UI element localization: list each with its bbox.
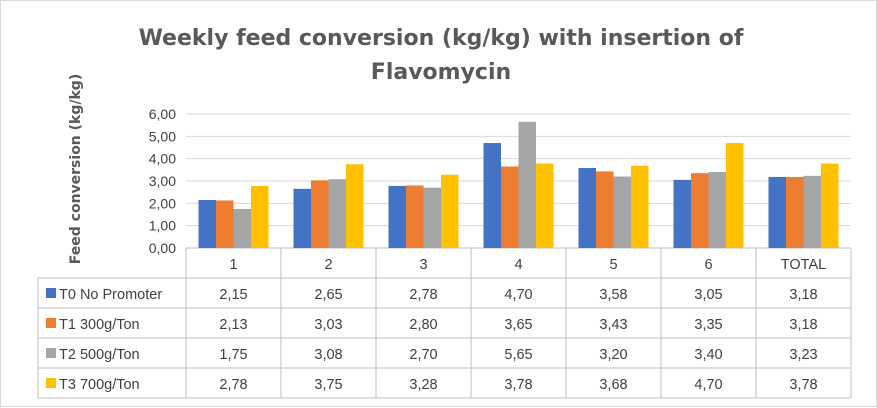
legend-entry: T0 No Promoter — [59, 287, 162, 303]
legend-swatch — [46, 348, 56, 358]
data-label: 3,58 — [599, 287, 627, 303]
legend-entry: T2 500g/Ton — [59, 347, 140, 363]
chart-title-line-2: Flavomycin — [371, 60, 511, 85]
x-category-label: 2 — [324, 257, 332, 273]
y-tick-label: 2,00 — [149, 195, 176, 211]
data-label: 3,75 — [314, 377, 342, 393]
data-label: 3,68 — [599, 377, 627, 393]
data-label: 5,65 — [504, 347, 532, 363]
bar-t2-2 — [328, 179, 346, 248]
y-tick-label: 3,00 — [149, 173, 176, 189]
bar-t0-2 — [293, 188, 311, 248]
x-category-label: 5 — [609, 257, 617, 273]
data-label: 1,75 — [219, 347, 247, 363]
data-label: 4,70 — [504, 287, 532, 303]
bar-t3-total — [821, 163, 839, 248]
data-label: 3,43 — [599, 317, 627, 333]
data-label: 3,18 — [789, 317, 817, 333]
bar-t3-1 — [251, 185, 269, 248]
x-category-label: 1 — [229, 257, 237, 273]
bar-t3-4 — [536, 163, 554, 248]
data-label: 3,03 — [314, 317, 342, 333]
y-tick-label: 4,00 — [149, 151, 176, 167]
bar-t0-3 — [388, 185, 406, 248]
legend-entry: T1 300g/Ton — [59, 317, 140, 333]
bar-t1-1 — [216, 200, 234, 248]
data-label: 3,28 — [409, 377, 437, 393]
data-table: 1 2 3 4 5 6 TOTAL T0 No Promoter 2,15 2,65 2,78 4,7… — [37, 248, 852, 399]
y-axis-label: Feed conversion (kg/kg) — [68, 74, 84, 264]
x-category-label: 4 — [514, 257, 522, 273]
data-label: 3,65 — [504, 317, 532, 333]
bar-t2-4 — [518, 121, 536, 248]
data-label: 3,08 — [314, 347, 342, 363]
data-label: 3,35 — [694, 317, 722, 333]
chart-title-line-1: Weekly feed conversion (kg/kg) with inse… — [139, 26, 744, 51]
data-label: 2,15 — [219, 287, 247, 303]
data-label: 3,23 — [789, 347, 817, 363]
y-tick-label: 0,00 — [149, 240, 176, 256]
data-label: 2,78 — [409, 287, 437, 303]
bar-t3-3 — [441, 174, 459, 248]
bar-t1-6 — [691, 173, 709, 248]
bar-t0-total — [768, 176, 786, 248]
bar-t3-5 — [631, 165, 649, 248]
data-label: 2,78 — [219, 377, 247, 393]
data-label: 3,40 — [694, 347, 722, 363]
bar-t0-5 — [578, 168, 596, 248]
bar-t1-4 — [501, 166, 519, 248]
bar-t2-6 — [708, 172, 726, 248]
y-tick-label: 5,00 — [149, 128, 176, 144]
bar-t2-total — [803, 175, 821, 248]
bars — [198, 121, 839, 248]
data-label: 2,70 — [409, 347, 437, 363]
x-category-label: 3 — [419, 257, 427, 273]
data-label: 2,65 — [314, 287, 342, 303]
legend-entry: T3 700g/Ton — [59, 377, 140, 393]
data-label: 2,13 — [219, 317, 247, 333]
y-tick-label: 1,00 — [149, 218, 176, 234]
data-label: 3,78 — [504, 377, 532, 393]
bar-t1-5 — [596, 171, 614, 248]
data-label: 4,70 — [694, 377, 722, 393]
bar-t0-1 — [198, 199, 216, 248]
bar-t0-6 — [673, 179, 691, 248]
data-label: 2,80 — [409, 317, 437, 333]
legend-swatch — [46, 378, 56, 388]
bar-t1-3 — [406, 185, 424, 248]
bar-t1-2 — [311, 180, 329, 248]
bar-t2-5 — [613, 176, 631, 248]
x-category-label: 6 — [704, 257, 712, 273]
bar-t3-2 — [346, 164, 364, 248]
bar-t2-1 — [233, 208, 251, 248]
legend-swatch — [46, 318, 56, 328]
data-label: 3,05 — [694, 287, 722, 303]
legend-swatch — [46, 288, 56, 298]
bar-t2-3 — [423, 187, 441, 248]
data-label: 3,20 — [599, 347, 627, 363]
x-category-label: TOTAL — [781, 257, 826, 273]
bar-t3-6 — [726, 143, 744, 248]
y-tick-label: 6,00 — [149, 106, 176, 122]
bar-t1-total — [786, 176, 804, 248]
data-label: 3,78 — [789, 377, 817, 393]
bar-t0-4 — [483, 143, 501, 248]
data-label: 3,18 — [789, 287, 817, 303]
